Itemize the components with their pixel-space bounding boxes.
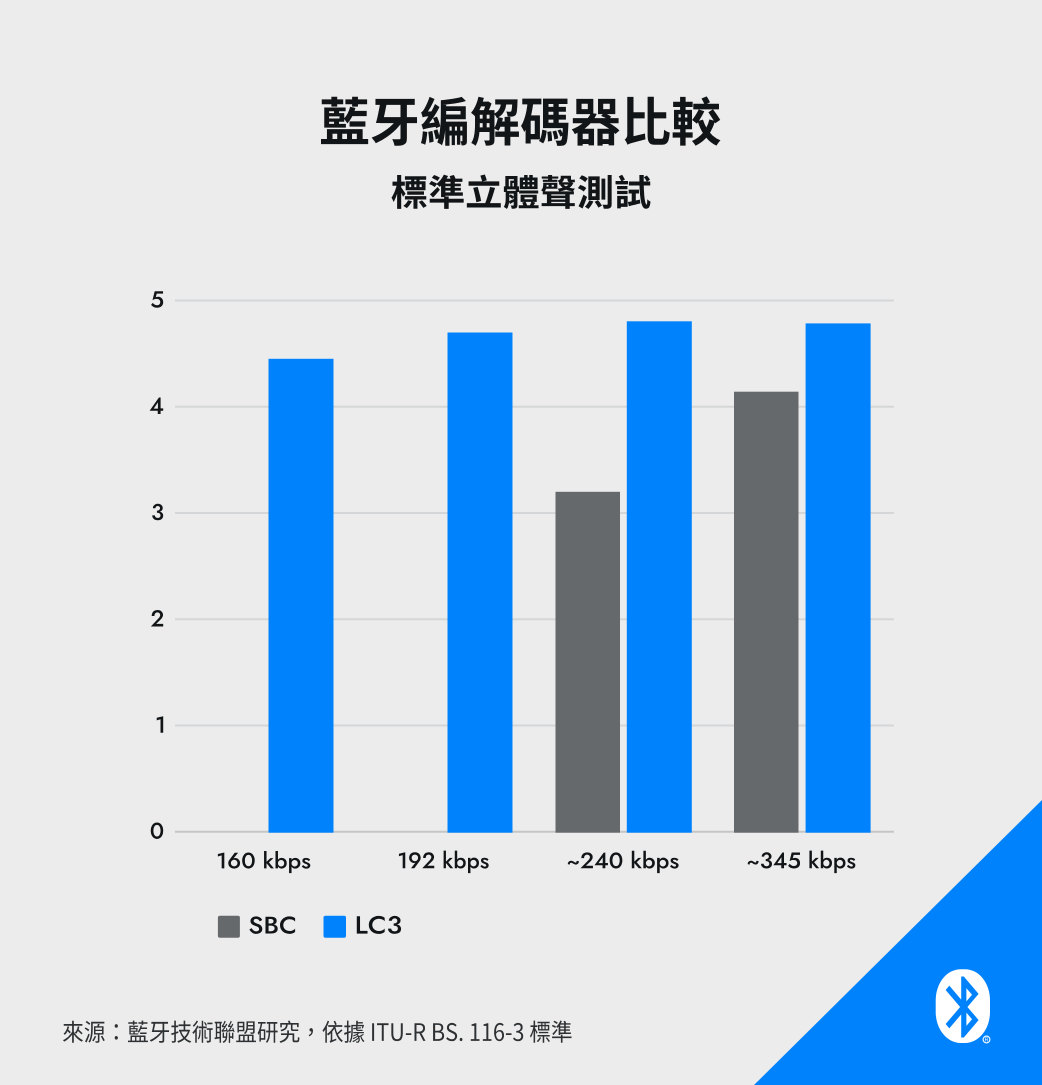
svg-text:R: R xyxy=(985,1038,989,1044)
